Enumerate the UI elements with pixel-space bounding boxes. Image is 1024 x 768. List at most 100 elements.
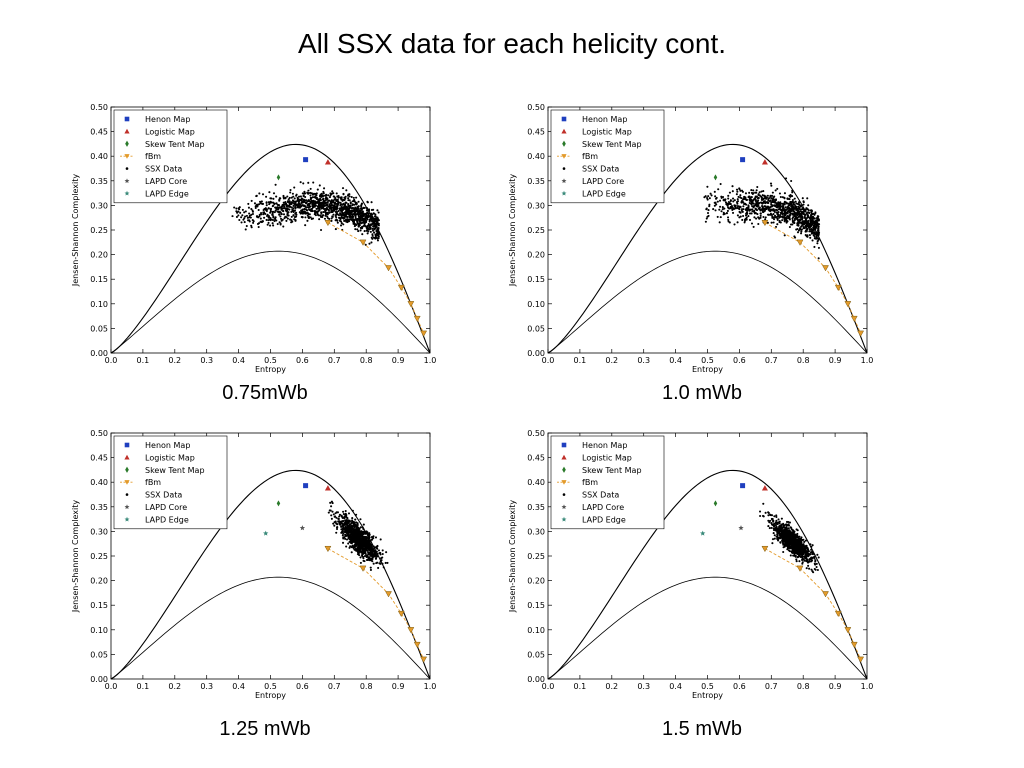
legend-label: fBm: [582, 152, 598, 161]
ssx-data-point: [806, 222, 810, 225]
ssx-data-point: [342, 512, 345, 516]
ssx-data-point: [775, 526, 778, 529]
chart-svg-0: 0.0 0.1 0.2 0.3 0.4 0.5 0.6 0.7 0.8 0.9 1.00.000.0…: [71, 103, 436, 374]
ssx-data-point: [286, 200, 289, 204]
ssx-data-point: [772, 532, 775, 535]
ssx-data-point: [284, 207, 287, 210]
ssx-data-point: [817, 215, 820, 218]
ssx-data-point: [817, 246, 820, 249]
fbm-marker: [761, 545, 769, 553]
ssx-data-point: [788, 209, 791, 212]
ssx-data-point: [294, 215, 297, 218]
ssx-data-point: [745, 216, 748, 219]
x-tick-label: 1.0: [861, 356, 874, 365]
ssx-data-point: [808, 226, 811, 229]
y-tick-label: 0.00: [527, 675, 545, 684]
ssx-data-point: [784, 527, 787, 530]
ssx-data-point: [736, 214, 739, 217]
ssx-data-point: [756, 203, 759, 206]
ssx-data-point: [351, 538, 354, 541]
ssx-data-point: [263, 216, 266, 219]
ssx-data-point: [773, 204, 776, 207]
x-tick-label: 0.1: [574, 356, 587, 365]
ssx-data-point: [306, 219, 309, 222]
ssx-data-point: [346, 532, 349, 535]
ssx-data-point: [814, 563, 817, 566]
ssx-data-point: [736, 200, 740, 203]
ssx-data-point: [805, 567, 808, 570]
ssx-data-point: [739, 189, 742, 192]
ssx-data-point: [752, 189, 755, 192]
ssx-data-point: [375, 229, 378, 233]
ssx-data-point: [726, 216, 730, 219]
ssx-data-point: [351, 517, 354, 520]
ssx-data-point: [309, 200, 312, 204]
ssx-data-point: [315, 201, 318, 204]
ssx-data-point: [342, 217, 345, 220]
y-tick-label: 0.35: [527, 177, 545, 186]
ssx-data-point: [779, 214, 782, 217]
legend-marker: [561, 178, 567, 184]
x-tick-label: 0.3: [200, 682, 213, 691]
legend-label: Skew Tent Map: [582, 466, 642, 475]
ssx-data-point: [783, 214, 786, 217]
ssx-data-point: [800, 551, 803, 554]
ssx-data-point: [349, 523, 352, 526]
ssx-data-point: [346, 516, 349, 519]
fbm-marker: [413, 641, 421, 649]
ssx-data-point: [727, 218, 730, 221]
ssx-data-point: [731, 208, 734, 211]
ssx-data-point: [763, 205, 766, 208]
ssx-data-point: [813, 221, 817, 225]
ssx-data-point: [793, 197, 796, 200]
ssx-data-point: [269, 219, 272, 222]
ssx-data-point: [280, 219, 283, 222]
ssx-data-point: [771, 542, 774, 545]
ssx-data-point: [314, 204, 317, 207]
ssx-data-point: [360, 227, 363, 230]
ssx-data-point: [304, 224, 307, 227]
ssx-data-point: [341, 534, 344, 537]
ssx-data-point: [718, 208, 721, 211]
ssx-data-point: [278, 221, 281, 224]
x-tick-label: 0.0: [542, 356, 555, 365]
fbm-marker: [834, 284, 842, 292]
ssx-data-point: [260, 200, 263, 203]
ssx-data-point: [720, 210, 723, 213]
ssx-data-point: [816, 568, 819, 572]
ssx-data-point: [790, 528, 793, 531]
ssx-data-point: [348, 215, 351, 218]
ssx-data-point: [704, 220, 707, 223]
ssx-data-point: [376, 209, 379, 212]
ssx-data-point: [769, 182, 773, 185]
ssx-data-point: [384, 561, 387, 564]
ssx-data-point: [373, 549, 377, 552]
ssx-data-point: [742, 214, 745, 218]
ssx-data-point: [315, 194, 318, 197]
ssx-data-point: [260, 220, 263, 223]
ssx-data-point: [353, 539, 356, 542]
ssx-data-point: [364, 551, 367, 554]
min-complexity-curve: [110, 250, 431, 354]
ssx-data-point: [783, 529, 786, 532]
ssx-data-point: [304, 211, 307, 214]
ssx-data-point: [369, 568, 372, 572]
ssx-data-point: [346, 194, 350, 197]
ssx-data-point: [800, 224, 803, 228]
ssx-data-point: [296, 204, 299, 207]
ssx-data-point: [754, 207, 757, 210]
ssx-data-point: [323, 187, 326, 190]
ssx-data-point: [340, 222, 343, 225]
ssx-data-point: [732, 200, 735, 203]
ssx-data-point: [800, 230, 803, 233]
ssx-data-point: [804, 218, 807, 221]
ssx-data-point: [793, 533, 797, 537]
ssx-data-point: [748, 191, 751, 194]
ssx-data-point: [264, 207, 267, 210]
ssx-data-point: [290, 210, 293, 213]
ssx-data-point: [806, 546, 809, 549]
fbm-marker: [761, 219, 769, 227]
chart-panel-0: 0.0 0.1 0.2 0.3 0.4 0.5 0.6 0.7 0.8 0.9 1.0 0.00 0.0…: [60, 95, 500, 385]
ssx-data-point: [361, 212, 364, 215]
ssx-data-point: [303, 192, 306, 195]
